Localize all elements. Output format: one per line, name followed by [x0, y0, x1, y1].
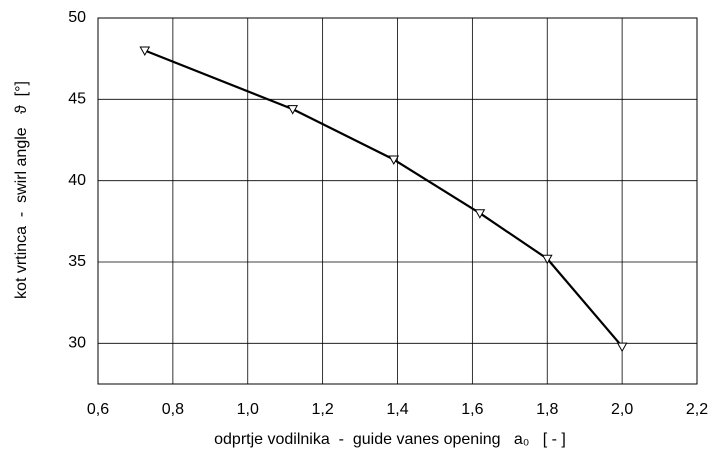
line	[144, 49, 623, 348]
y-tick-label: 40	[68, 172, 86, 189]
marker	[139, 46, 151, 57]
marker	[541, 254, 553, 265]
x-axis-label: odprtje vodilnika - guide vanes opening …	[214, 431, 566, 448]
y-tick-label: 35	[68, 253, 86, 270]
marker	[287, 105, 299, 115]
marker	[474, 209, 486, 219]
x-tick-label: 0,8	[162, 401, 184, 418]
x-tick-label: 1,4	[386, 401, 408, 418]
marker	[388, 155, 400, 166]
x-tick-label: 1,6	[461, 401, 483, 418]
y-tick-label: 50	[68, 9, 86, 26]
x-tick-label: 2,2	[686, 401, 708, 418]
y-axis-label: kot vrtinca - swirl angle ϑ [°]	[13, 81, 30, 299]
plot-frame	[97, 17, 698, 385]
marker	[616, 342, 628, 353]
x-tick-label: 2,0	[611, 401, 633, 418]
x-tick-label: 0,6	[87, 401, 109, 418]
y-tick-label: 30	[68, 335, 86, 352]
x-tick-label: 1,8	[536, 401, 558, 418]
y-tick-label: 45	[68, 91, 86, 108]
x-tick-label: 1,2	[312, 401, 334, 418]
x-tick-label: 1,0	[237, 401, 259, 418]
